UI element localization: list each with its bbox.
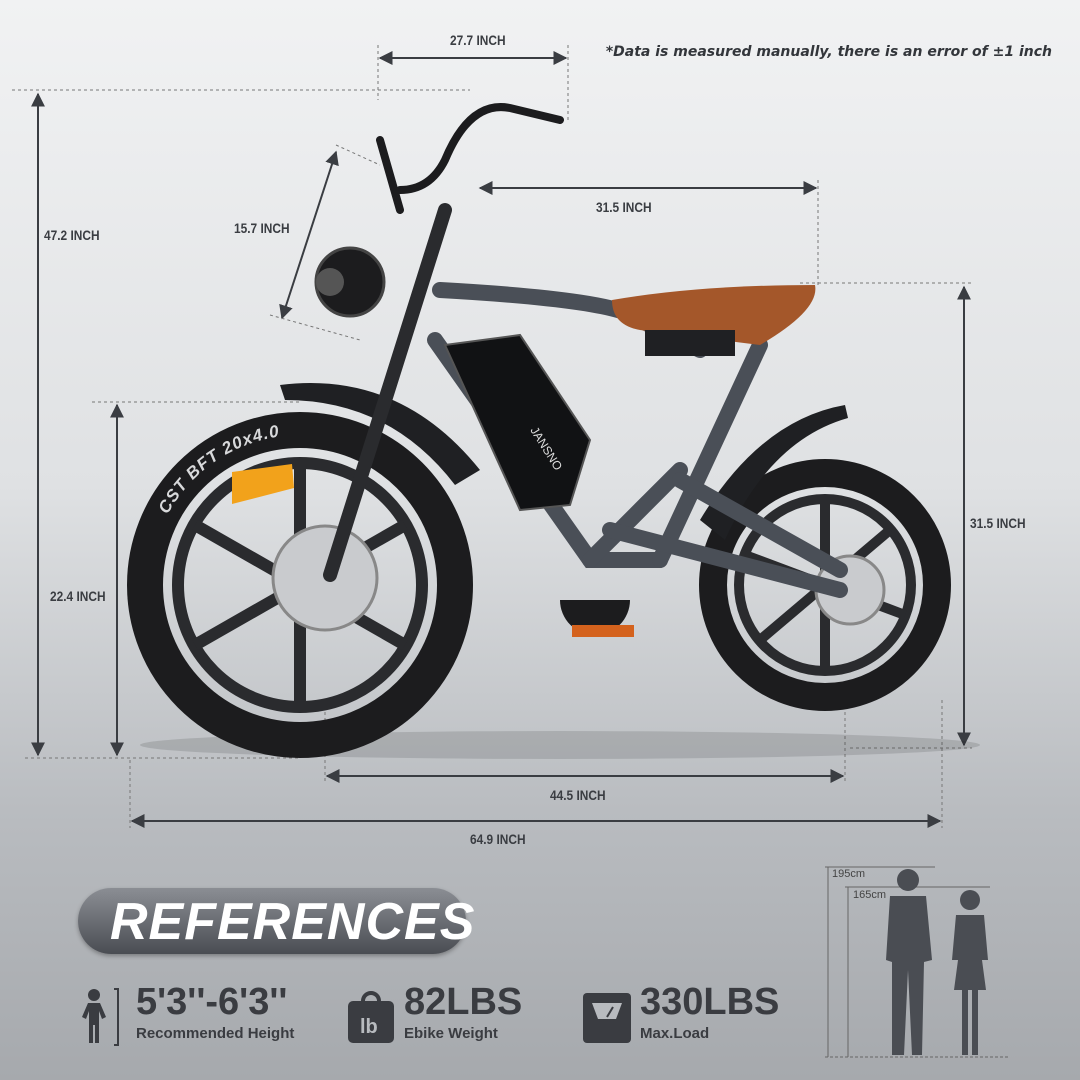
load-value: 330LBS <box>640 981 780 1023</box>
weight-caption: Ebike Weight <box>404 1025 498 1042</box>
label-stem-length: 15.7 INCH <box>234 220 290 236</box>
scale-icon <box>583 993 631 1043</box>
height-value: 5'3''-6'3'' <box>136 981 288 1023</box>
tall-height-label: 195cm <box>832 868 866 880</box>
battery <box>443 333 592 512</box>
person-silhouettes <box>886 869 988 1055</box>
label-wheelbase: 44.5 INCH <box>550 787 606 803</box>
measurement-note: *Data is measured manually, there is an … <box>605 44 1052 60</box>
references-title: REFERENCES <box>110 893 476 951</box>
weight-bag-icon: lb <box>348 991 394 1043</box>
dim-stem <box>279 150 339 320</box>
label-top-length: 31.5 INCH <box>596 199 652 215</box>
fork <box>323 203 452 582</box>
handlebar <box>376 103 564 214</box>
label-handlebar-width: 27.7 INCH <box>450 32 506 48</box>
weight-value: 82LBS <box>404 981 523 1023</box>
label-wheel-height: 22.4 INCH <box>50 588 106 604</box>
load-caption: Max.Load <box>640 1025 710 1042</box>
references-banner: REFERENCES <box>78 888 474 954</box>
label-seat-height: 31.5 INCH <box>970 515 1026 531</box>
label-total-length: 64.9 INCH <box>470 831 526 847</box>
height-caption: Recommended Height <box>136 1025 295 1042</box>
height-comparison <box>825 866 1010 1058</box>
short-height-label: 165cm <box>853 889 887 901</box>
svg-text:lb: lb <box>360 1016 378 1038</box>
person-height-icon <box>82 988 119 1046</box>
label-total-height: 47.2 INCH <box>44 227 100 243</box>
